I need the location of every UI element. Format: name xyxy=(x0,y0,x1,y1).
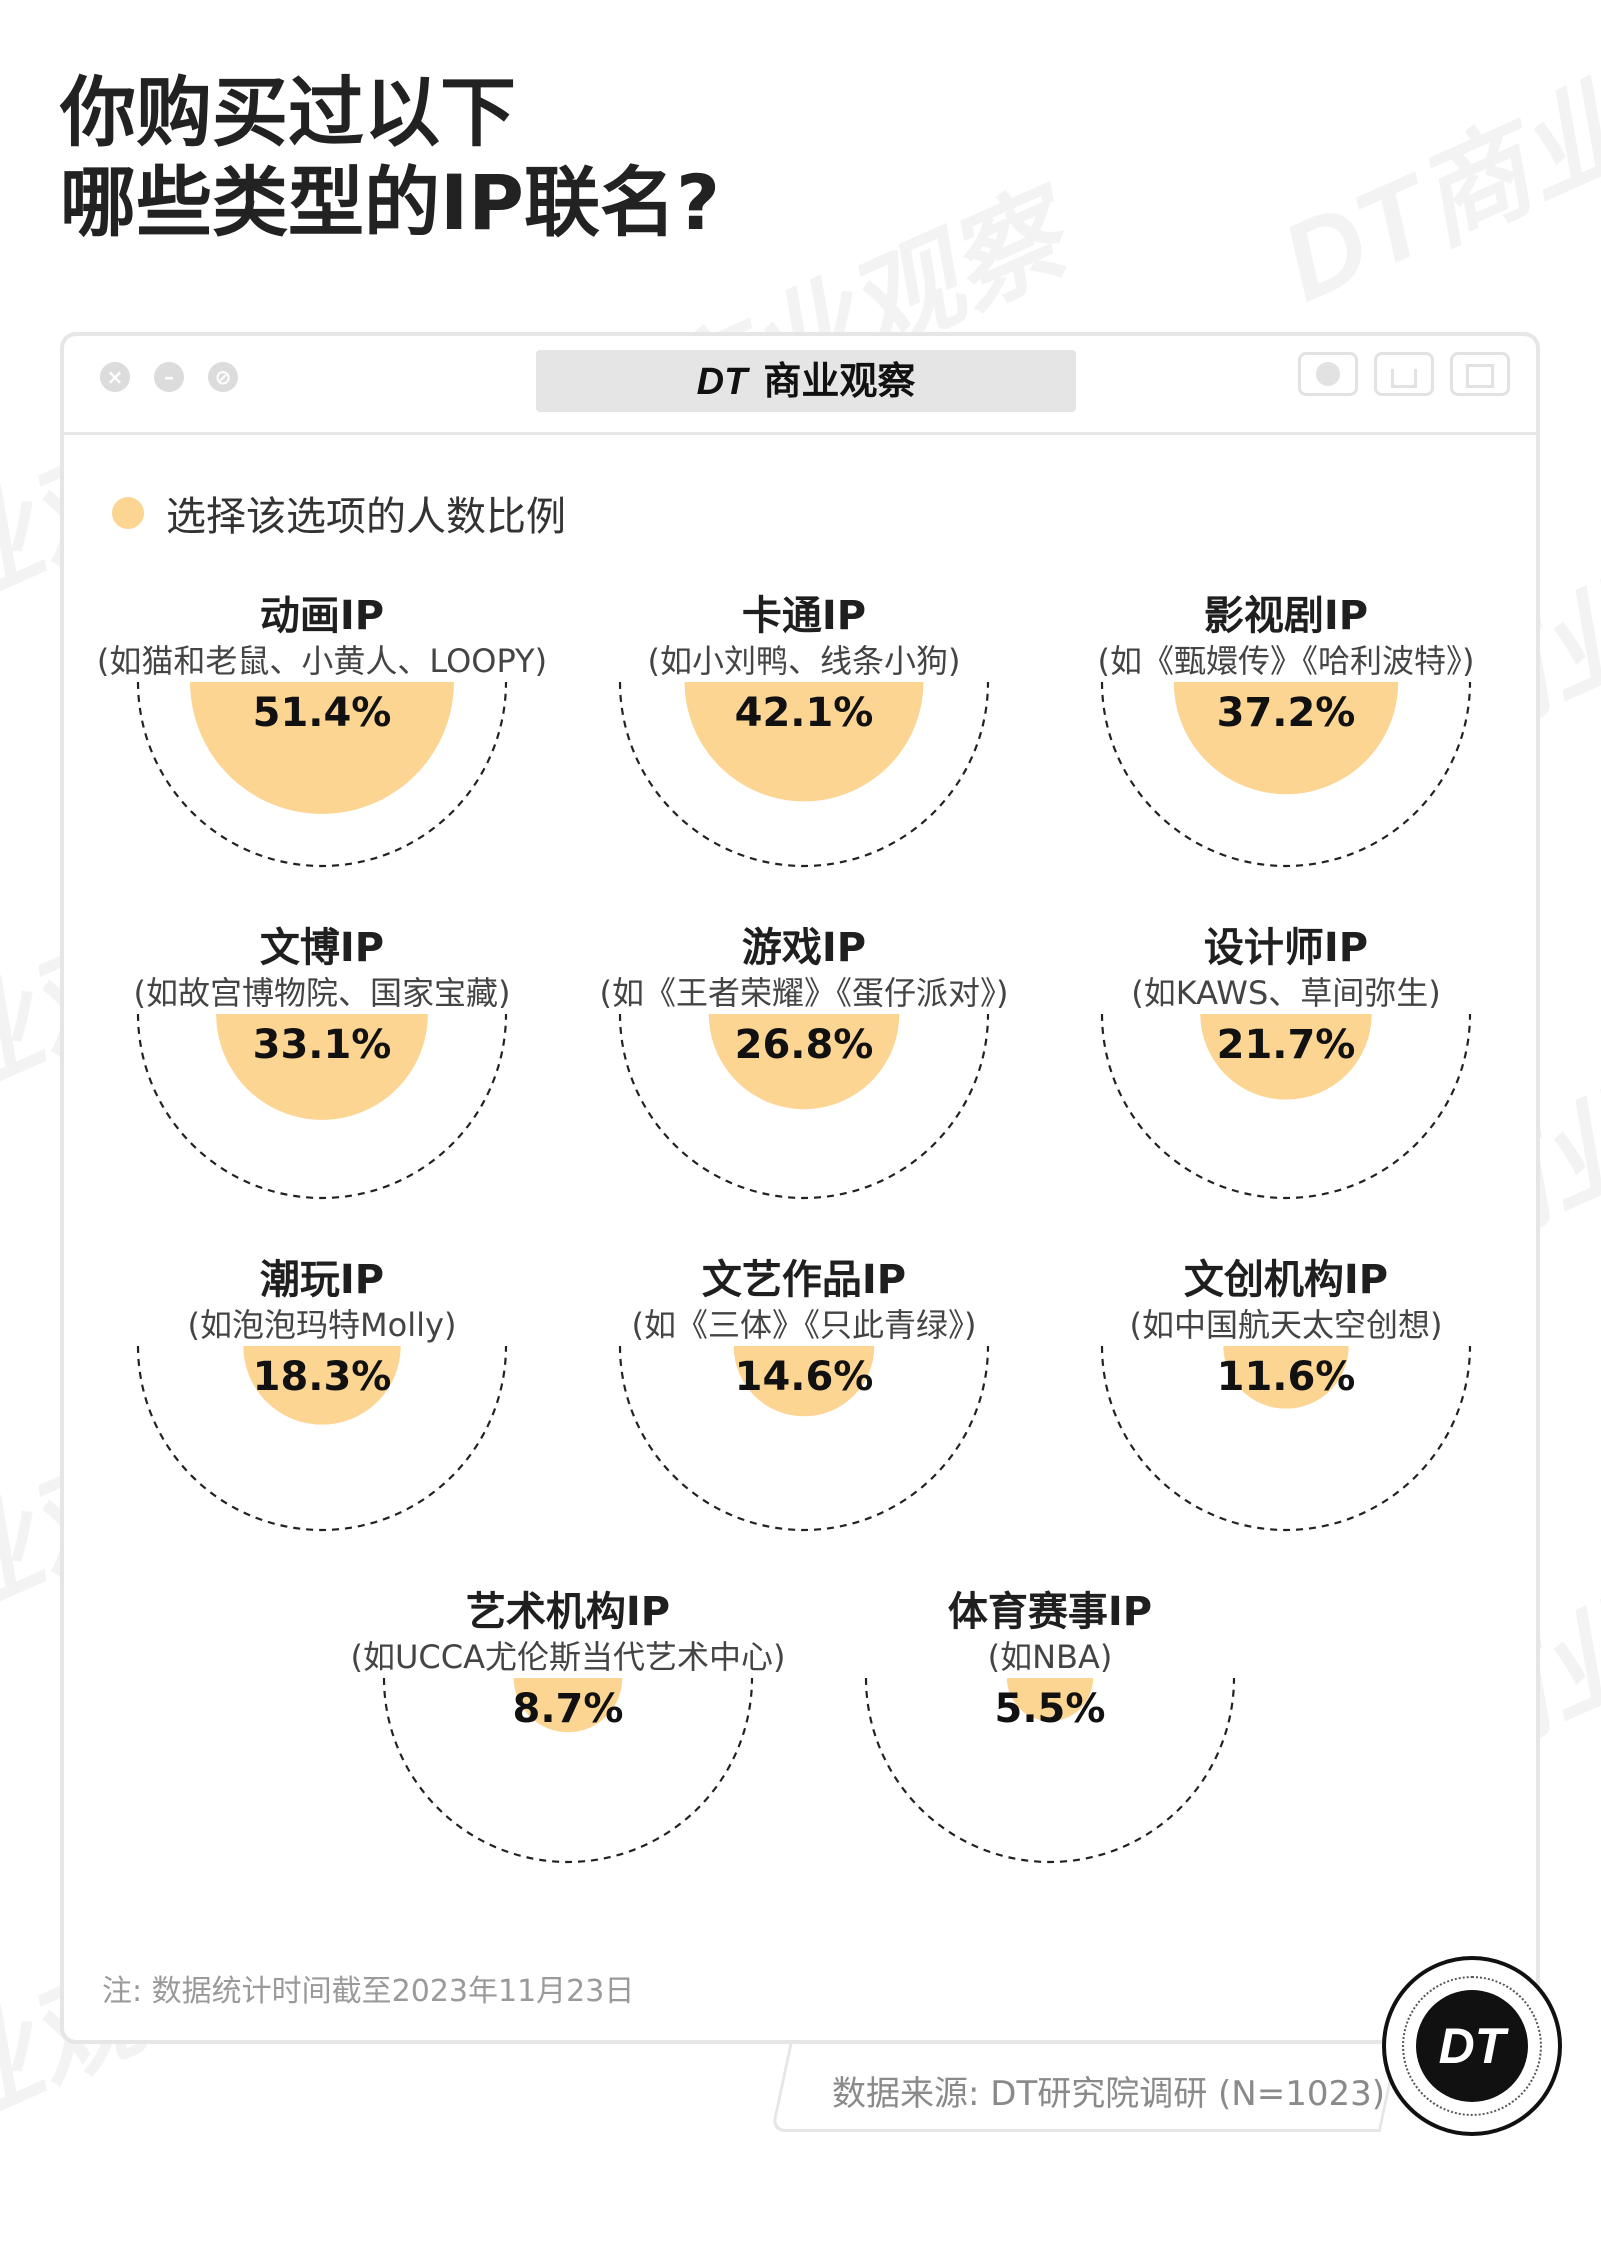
bubble-plot: 8.7% xyxy=(382,1677,754,1864)
value-label: 5.5% xyxy=(995,1686,1106,1732)
bubble-plot: 5.5% xyxy=(864,1677,1236,1864)
legend: 选择该选项的人数比例 xyxy=(112,484,566,542)
reference-ring xyxy=(618,681,990,868)
category-name: 文博IP xyxy=(259,925,385,971)
category-name: 体育赛事IP xyxy=(947,1589,1153,1635)
chart-item: 卡通IP (如小刘鸭、线条小狗) 42.1% xyxy=(544,592,1064,876)
footnote: 注: 数据统计时间截至2023年11月23日 xyxy=(102,1974,635,2009)
category-examples: (如NBA) xyxy=(987,1638,1113,1676)
brand-name: 商业观察 xyxy=(763,359,916,403)
value-label: 18.3% xyxy=(253,1354,392,1400)
value-bubble xyxy=(1006,1678,1094,1722)
reference-ring xyxy=(618,1345,990,1532)
reference-ring xyxy=(1100,681,1472,868)
value-bubble xyxy=(216,1014,428,1120)
chart-item: 文艺作品IP (如《三体》《只此青绿》) 14.6% xyxy=(544,1256,1064,1540)
reference-ring xyxy=(864,1677,1236,1864)
category-name: 卡通IP xyxy=(741,593,867,639)
bubble-plot: 33.1% xyxy=(136,1013,508,1200)
title-line-1: 你购买过以下 xyxy=(60,68,516,157)
value-bubble xyxy=(733,1346,875,1417)
value-bubble xyxy=(243,1346,401,1425)
chart-item: 影视剧IP (如《甄嬛传》《哈利波特》) 37.2% xyxy=(1026,592,1546,876)
category-name: 设计师IP xyxy=(1203,925,1369,971)
bubble-plot: 37.2% xyxy=(1100,681,1472,868)
chart-item: 艺术机构IP (如UCCA尤伦斯当代艺术中心) 8.7% xyxy=(308,1588,828,1872)
close-icon[interactable]: × xyxy=(100,362,130,392)
category-examples: (如UCCA尤伦斯当代艺术中心) xyxy=(350,1638,786,1676)
window-tab-title: DT 商业观察 xyxy=(536,350,1076,412)
share-icon[interactable] xyxy=(1374,352,1434,396)
bubble-plot: 51.4% xyxy=(136,681,508,868)
chart-item: 体育赛事IP (如NBA) 5.5% xyxy=(790,1588,1310,1872)
reference-ring xyxy=(136,1013,508,1200)
data-source: 数据来源: DT研究院调研 (N=1023) xyxy=(832,2074,1385,2114)
value-label: 51.4% xyxy=(253,690,392,736)
title-line-2: 哪些类型的IP联名? xyxy=(60,158,721,247)
category-name: 动画IP xyxy=(259,593,385,639)
category-name: 文艺作品IP xyxy=(701,1257,907,1303)
category-name: 游戏IP xyxy=(741,925,867,971)
bubble-plot: 42.1% xyxy=(618,681,990,868)
bubble-plot: 21.7% xyxy=(1100,1013,1472,1200)
chart-item: 潮玩IP (如泡泡玛特Molly) 18.3% xyxy=(62,1256,582,1540)
value-label: 42.1% xyxy=(735,690,874,736)
reference-ring xyxy=(618,1013,990,1200)
reference-ring xyxy=(1100,1345,1472,1532)
dt-logo-text: DT xyxy=(1416,1990,1528,2102)
value-label: 8.7% xyxy=(513,1686,624,1732)
category-examples: (如泡泡玛特Molly) xyxy=(187,1306,457,1344)
reference-ring xyxy=(1100,1013,1472,1200)
category-examples: (如《王者荣耀》《蛋仔派对》) xyxy=(599,974,1009,1012)
value-bubble xyxy=(708,1014,900,1110)
maximize-icon[interactable]: ⊘ xyxy=(208,362,238,392)
category-examples: (如中国航天太空创想) xyxy=(1129,1306,1443,1344)
legend-label: 选择该选项的人数比例 xyxy=(166,494,566,540)
bubble-plot: 14.6% xyxy=(618,1345,990,1532)
value-bubble xyxy=(1223,1346,1349,1409)
window-icon[interactable] xyxy=(1450,352,1510,396)
chart-item: 设计师IP (如KAWS、草间弥生) 21.7% xyxy=(1026,924,1546,1208)
chart-window: × – ⊘ DT 商业观察 xyxy=(60,332,1540,2044)
value-label: 14.6% xyxy=(735,1354,874,1400)
category-name: 影视剧IP xyxy=(1203,593,1369,639)
category-examples: (如小刘鸭、线条小狗) xyxy=(647,642,961,680)
category-name: 艺术机构IP xyxy=(465,1589,671,1635)
value-label: 11.6% xyxy=(1217,1354,1356,1400)
minimize-icon[interactable]: – xyxy=(154,362,184,392)
value-label: 21.7% xyxy=(1217,1022,1356,1068)
record-icon[interactable] xyxy=(1298,352,1358,396)
category-name: 文创机构IP xyxy=(1183,1257,1389,1303)
page-title: 你购买过以下 哪些类型的IP联名? xyxy=(60,68,720,248)
dt-logo: DT xyxy=(1382,1956,1562,2136)
category-name: 潮玩IP xyxy=(259,1257,385,1303)
value-bubble xyxy=(513,1678,623,1733)
category-examples: (如《甄嬛传》《哈利波特》) xyxy=(1097,642,1475,680)
value-bubble xyxy=(1200,1014,1372,1100)
reference-ring xyxy=(136,1345,508,1532)
reference-ring xyxy=(136,681,508,868)
chart-item: 动画IP (如猫和老鼠、小黄人、LOOPY) 51.4% xyxy=(62,592,582,876)
value-label: 33.1% xyxy=(253,1022,392,1068)
brand-logo: DT xyxy=(696,361,748,403)
reference-ring xyxy=(382,1677,754,1864)
chart-item: 文创机构IP (如中国航天太空创想) 11.6% xyxy=(1026,1256,1546,1540)
category-examples: (如KAWS、草间弥生) xyxy=(1131,974,1441,1012)
value-label: 37.2% xyxy=(1217,690,1356,736)
value-label: 26.8% xyxy=(735,1022,874,1068)
legend-swatch xyxy=(112,497,144,529)
chart-item: 游戏IP (如《王者荣耀》《蛋仔派对》) 26.8% xyxy=(544,924,1064,1208)
bubble-plot: 11.6% xyxy=(1100,1345,1472,1532)
chart-item: 文博IP (如故宫博物院、国家宝藏) 33.1% xyxy=(62,924,582,1208)
window-titlebar: × – ⊘ DT 商业观察 xyxy=(64,336,1536,435)
value-bubble xyxy=(1173,682,1399,795)
value-bubble xyxy=(190,682,454,814)
category-examples: (如故宫博物院、国家宝藏) xyxy=(133,974,511,1012)
bubble-plot: 18.3% xyxy=(136,1345,508,1532)
category-examples: (如《三体》《只此青绿》) xyxy=(631,1306,977,1344)
value-bubble xyxy=(684,682,924,802)
category-examples: (如猫和老鼠、小黄人、LOOPY) xyxy=(96,642,548,680)
bubble-plot: 26.8% xyxy=(618,1013,990,1200)
